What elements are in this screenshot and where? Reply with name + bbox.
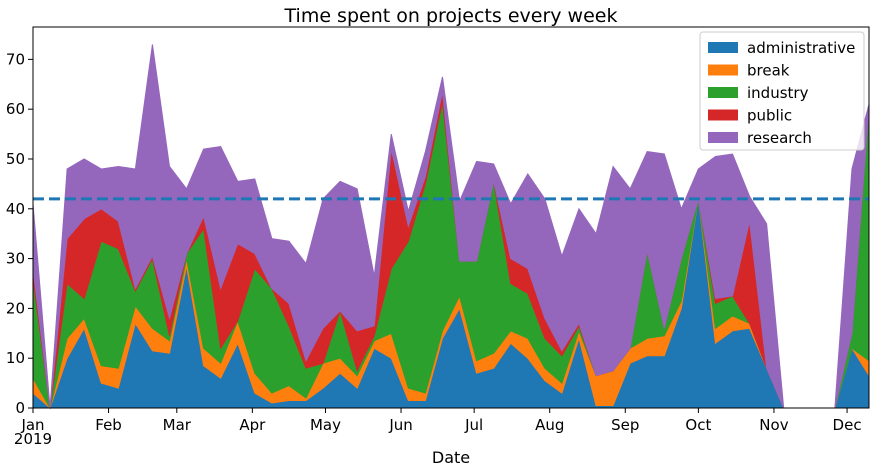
y-tick-label: 40 bbox=[6, 200, 25, 218]
y-axis: 0 10 20 30 40 50 60 70 bbox=[6, 50, 33, 417]
legend-label: industry bbox=[747, 84, 809, 102]
y-tick-label: 0 bbox=[15, 399, 25, 417]
x-tick-label: Jul bbox=[464, 416, 483, 434]
y-tick-label: 70 bbox=[6, 50, 25, 68]
chart-title: Time spent on projects every week bbox=[284, 5, 618, 27]
legend-box bbox=[699, 31, 865, 151]
legend: administrative break industry public researc… bbox=[699, 31, 865, 151]
x-tick-label: Mar bbox=[163, 416, 192, 434]
y-tick-label: 20 bbox=[6, 299, 25, 317]
x-axis-title: Date bbox=[432, 448, 470, 467]
y-tick-label: 50 bbox=[6, 150, 25, 168]
y-tick-label: 30 bbox=[6, 250, 25, 268]
plot-frame bbox=[32, 26, 870, 409]
legend-swatch bbox=[708, 87, 738, 98]
x-tick-label: Jun bbox=[388, 416, 412, 434]
x-axis: Jan Feb Mar Apr May Jun Jul Aug Sep Oct Nov Dec bbox=[20, 408, 862, 434]
x-tick-label: Oct bbox=[685, 416, 711, 434]
x-tick-label: Jan bbox=[20, 416, 44, 434]
legend-swatch bbox=[708, 109, 738, 121]
legend-swatch bbox=[708, 64, 738, 76]
x-tick-label: Aug bbox=[535, 416, 564, 434]
legend-label: break bbox=[747, 62, 790, 80]
x-year-label: 2019 bbox=[14, 430, 52, 448]
legend-swatch bbox=[708, 42, 738, 53]
y-tick-label: 60 bbox=[6, 100, 25, 118]
x-tick-label: Apr bbox=[239, 416, 266, 434]
legend-swatch bbox=[708, 132, 738, 143]
area-layers bbox=[32, 44, 870, 410]
y-tick-label: 10 bbox=[6, 349, 25, 367]
x-tick-label: Nov bbox=[759, 416, 788, 434]
legend-label: administrative bbox=[747, 39, 855, 57]
x-tick-label: Feb bbox=[95, 416, 122, 434]
legend-label: research bbox=[747, 129, 812, 147]
x-tick-label: May bbox=[310, 416, 341, 434]
legend-label: public bbox=[747, 107, 792, 125]
x-tick-label: Sep bbox=[611, 416, 639, 434]
x-tick-label: Dec bbox=[833, 416, 862, 434]
